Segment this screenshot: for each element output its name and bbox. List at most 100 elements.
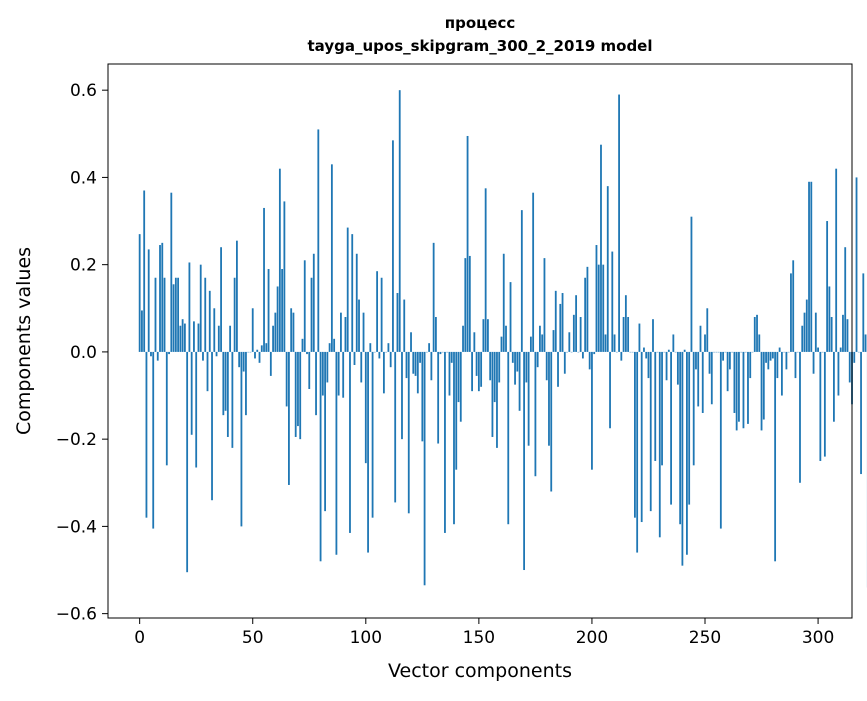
bar	[265, 343, 267, 352]
bar	[575, 295, 577, 352]
bar	[252, 308, 254, 352]
bar	[143, 191, 145, 352]
y-tick-label: 0.6	[70, 81, 97, 101]
bar	[487, 319, 489, 352]
bar	[179, 326, 181, 352]
chart-subtitle: tayga_upos_skipgram_300_2_2019 model	[308, 37, 653, 55]
bar	[521, 210, 523, 352]
bar	[471, 352, 473, 391]
bar	[263, 208, 265, 352]
bar	[514, 352, 516, 385]
y-tick-label: 0.2	[70, 256, 97, 276]
bar	[781, 352, 783, 396]
bar	[358, 300, 360, 352]
bar	[256, 350, 258, 352]
bar	[819, 352, 821, 461]
bar	[806, 300, 808, 352]
bar	[496, 352, 498, 448]
bar	[677, 352, 679, 385]
bar	[636, 352, 638, 553]
bar	[548, 352, 550, 446]
bar	[315, 352, 317, 415]
bar	[532, 193, 534, 352]
bar	[141, 310, 143, 351]
bar	[736, 352, 738, 431]
bar	[189, 262, 191, 351]
bar	[243, 352, 245, 372]
bar	[824, 352, 826, 457]
bar	[331, 164, 333, 352]
bar	[693, 352, 695, 465]
bar	[659, 352, 661, 537]
bar	[860, 352, 862, 474]
bar	[356, 254, 358, 352]
bar	[259, 352, 261, 363]
bar	[686, 352, 688, 555]
bar	[697, 352, 699, 407]
bar	[202, 352, 204, 361]
bar	[460, 352, 462, 422]
bar	[397, 293, 399, 352]
bar	[161, 243, 163, 352]
bar	[390, 352, 392, 367]
bar	[419, 352, 421, 363]
bar	[849, 352, 851, 383]
bar	[546, 352, 548, 380]
bar	[519, 352, 521, 411]
x-tick-label: 250	[689, 628, 721, 648]
bar	[245, 352, 247, 415]
bar	[277, 286, 279, 351]
bar	[299, 352, 301, 439]
bar	[627, 317, 629, 352]
y-tick-label: 0.0	[70, 343, 97, 363]
bar	[573, 315, 575, 352]
bar	[523, 352, 525, 570]
bar	[173, 284, 175, 352]
bar	[200, 265, 202, 352]
bar	[428, 343, 430, 352]
bar	[670, 352, 672, 505]
bar	[227, 352, 229, 437]
bar	[372, 352, 374, 518]
bar	[286, 352, 288, 407]
bar	[231, 352, 233, 448]
bar	[378, 352, 380, 359]
bar	[813, 352, 815, 374]
bar	[618, 95, 620, 352]
bar	[727, 352, 729, 391]
bar	[639, 324, 641, 352]
bar	[268, 269, 270, 352]
bar	[568, 332, 570, 352]
bar	[279, 169, 281, 352]
bar	[392, 140, 394, 352]
bar	[349, 352, 351, 533]
bar	[304, 260, 306, 352]
bar	[489, 352, 491, 380]
bar	[342, 352, 344, 398]
y-tick-label: −0.6	[56, 605, 97, 625]
bar	[433, 243, 435, 352]
bar	[369, 343, 371, 352]
bar	[412, 352, 414, 374]
bar	[844, 247, 846, 352]
bar	[559, 304, 561, 352]
bar	[835, 169, 837, 352]
bar	[643, 348, 645, 352]
bar	[164, 278, 166, 352]
bar	[808, 182, 810, 352]
bar	[580, 317, 582, 352]
bar	[191, 352, 193, 435]
bar	[786, 352, 788, 369]
bar	[711, 352, 713, 404]
bar	[501, 337, 503, 352]
bar	[564, 352, 566, 374]
bar	[516, 352, 518, 372]
bar	[421, 352, 423, 441]
bar	[236, 241, 238, 352]
bar	[498, 352, 500, 383]
bar	[704, 334, 706, 351]
bar	[195, 352, 197, 468]
bar	[833, 352, 835, 422]
bar	[424, 352, 426, 585]
bar	[159, 245, 161, 352]
